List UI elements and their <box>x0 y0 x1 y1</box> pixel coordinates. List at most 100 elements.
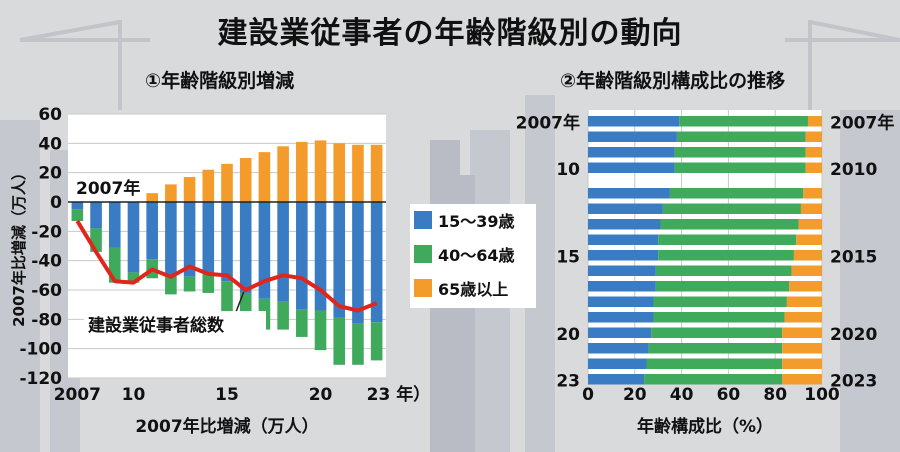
chart2-right-label: 2010 <box>830 160 877 180</box>
legend-item-young: 15～39歳 <box>414 208 515 232</box>
chart1-bar-senior <box>165 184 177 202</box>
chart1-xtick-label: 10 <box>122 385 146 405</box>
chart1-ytick-label: 40 <box>38 134 62 154</box>
chart1-bar-middle <box>71 209 84 222</box>
chart1-xtick-label: 20 <box>309 385 333 405</box>
chart2-left-label: 10 <box>556 160 580 180</box>
chart2-bar-young <box>588 327 652 338</box>
chart1-bar-middle <box>108 247 121 283</box>
legend-item-middle: 40～64歳 <box>414 242 515 266</box>
chart2-bar-middle <box>658 250 794 261</box>
chart2-bar-senior <box>782 374 822 385</box>
chart2-bar-middle <box>674 147 806 158</box>
chart1-ytick-label: -60 <box>31 281 62 301</box>
chart2-bar-young <box>588 147 675 158</box>
chart1-xtick-label: 15 <box>215 385 239 405</box>
chart1-bar-senior <box>183 177 196 202</box>
chart1-bar-young <box>127 202 140 273</box>
chart2-xtick-label: 100 <box>804 385 840 405</box>
chart2-xlabel: 年齢構成比（%） <box>637 416 773 437</box>
chart2-xtick-label: 80 <box>763 385 787 405</box>
chart2-xtick-label: 0 <box>582 385 594 405</box>
chart2-bar-senior <box>805 162 822 173</box>
chart2-bar-young <box>588 116 680 127</box>
chart2-bar-senior <box>784 312 822 323</box>
chart2-right-label: 2020 <box>830 325 877 345</box>
chart2-bar-middle <box>660 219 799 230</box>
chart2-bar-young <box>588 131 677 142</box>
chart1-bar-young <box>314 202 327 311</box>
chart1-xtick-label: 2007 <box>54 385 101 405</box>
chart2-bar-senior <box>796 234 822 245</box>
chart1-ytick-label: 0 <box>50 193 62 213</box>
chart1-bar-young <box>146 202 158 260</box>
chart1-bar-young <box>333 202 346 318</box>
chart2-bar-young <box>588 203 663 214</box>
chart2-bar-senior <box>791 265 822 276</box>
legend-label-young: 15～39歳 <box>438 212 515 231</box>
chart2-bar-senior <box>805 131 822 142</box>
chart2-bar-senior <box>798 219 822 230</box>
legend-swatch-middle <box>414 245 432 263</box>
chart2-bar-middle <box>648 343 783 354</box>
main-title: 建設業従事者の年齢階級別の動向 <box>217 16 683 51</box>
chart1-bar-young <box>221 202 233 282</box>
chart2-bar-young <box>588 343 649 354</box>
chart2-bar-senior <box>793 250 822 261</box>
chart1-bar-middle <box>333 317 346 365</box>
chart2-bar-middle <box>644 374 783 385</box>
chart2-bar-young <box>588 250 659 261</box>
chart2-left-label: 2007年 <box>516 112 580 133</box>
chart2-bar-senior <box>782 327 822 338</box>
chart2-bar-middle <box>646 358 783 369</box>
chart1-bar-senior <box>277 146 289 202</box>
chart2-bar-middle <box>676 131 806 142</box>
chart1-bar-senior <box>239 158 252 202</box>
chart2-bar-middle <box>679 116 808 127</box>
chart2-bar-young <box>588 234 659 245</box>
chart2-bar-senior <box>782 358 822 369</box>
chart1-title: ①年齢階級別増減 <box>145 70 295 92</box>
chart2-bar-senior <box>807 116 822 127</box>
chart2-right-label: 2015 <box>830 247 877 267</box>
chart1-ylabel: 2007年比増減（万人） <box>10 165 28 327</box>
chart2-right-label: 2007年 <box>830 112 894 133</box>
legend-label-middle: 40～64歳 <box>438 246 515 265</box>
chart2-bar-young <box>588 219 661 230</box>
chart1-bar-middle <box>221 281 233 312</box>
chart2-xtick-label: 40 <box>670 385 694 405</box>
chart2-bar-senior <box>800 203 822 214</box>
chart1-bar-young <box>71 202 84 210</box>
chart1-bar-middle <box>352 323 364 365</box>
chart2-bar-young <box>588 281 656 292</box>
chart1-bar-senior <box>333 143 346 202</box>
chart2-bar-senior <box>805 147 822 158</box>
chart2-bar-senior <box>782 343 822 354</box>
chart1-bar-young <box>296 202 308 310</box>
legend-label-senior: 65歳以上 <box>438 280 509 299</box>
chart1-ytick-label: 60 <box>38 105 62 125</box>
chart1-legend: 15～39歳 40～64歳 65歳以上 <box>410 204 536 308</box>
chart1-bar-young <box>258 202 271 299</box>
chart2-left-label: 23 <box>556 371 580 391</box>
chart1-total-line <box>75 220 378 313</box>
chart1-ytick-label: 20 <box>38 164 62 184</box>
chart2-bar-young <box>588 374 645 385</box>
chart1-xlabel: 2007年比増減（万人） <box>135 416 318 437</box>
chart1-year-annotation: 2007年 <box>76 178 140 199</box>
chart1-ytick-label: -80 <box>31 310 62 330</box>
chart1-line-label: 建設業従事者総数 <box>88 315 225 336</box>
chart2-bar-young <box>588 188 670 199</box>
chart1-ytick-label: -20 <box>31 222 62 242</box>
chart1-bar-senior <box>352 144 364 202</box>
chart2-xtick-label: 20 <box>623 385 647 405</box>
chart1-bar-middle <box>202 272 215 293</box>
chart1-bar-middle <box>165 275 177 295</box>
chart1-bar-young <box>239 202 252 293</box>
chart1-bar-middle <box>314 310 327 351</box>
chart2-bar-middle <box>653 296 787 307</box>
chart2-left-label: 20 <box>556 325 580 345</box>
chart2-bar-young <box>588 265 656 276</box>
